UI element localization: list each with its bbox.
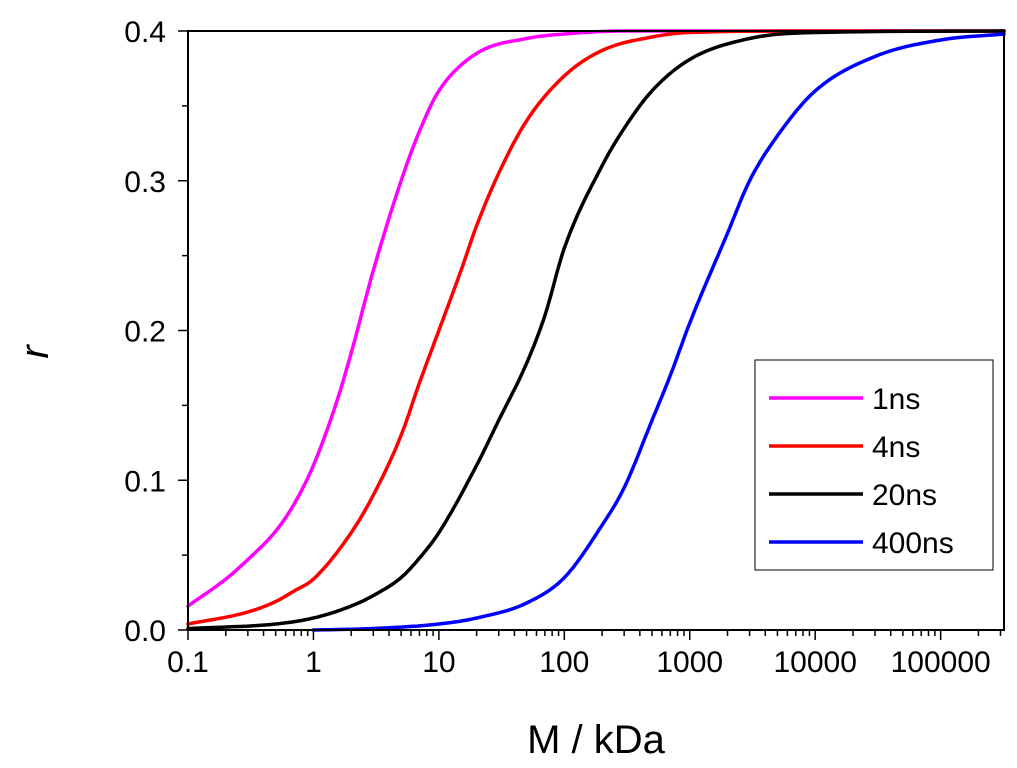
- x-tick-label: 1: [305, 646, 322, 679]
- y-axis-title: r: [13, 344, 57, 359]
- x-tick-label: 10: [422, 646, 455, 679]
- x-axis-title: M / kDa: [527, 718, 666, 762]
- legend-label-400ns: 400ns: [872, 527, 954, 560]
- y-tick-label: 0.4: [124, 16, 166, 49]
- x-tick-label: 100: [539, 646, 589, 679]
- series-line-4ns: [186, 29, 1006, 626]
- y-axis-tick-labels: 0.0 0.1 0.2 0.3 0.4: [124, 16, 166, 648]
- legend-label-1ns: 1ns: [872, 383, 920, 416]
- plot-frame: [187, 30, 1005, 631]
- legend-label-4ns: 4ns: [872, 431, 920, 464]
- x-tick-label: 1000: [656, 646, 723, 679]
- x-axis-tick-labels: 0.1 1 10 100 1000 10000 100000: [167, 646, 991, 679]
- y-axis-ticks: [178, 30, 188, 631]
- x-tick-label: 100000: [891, 646, 991, 679]
- legend-label-20ns: 20ns: [872, 479, 937, 512]
- y-tick-label: 0.1: [124, 465, 166, 498]
- y-tick-label: 0.3: [124, 166, 166, 199]
- legend: 1ns 4ns 20ns 400ns: [754, 359, 994, 571]
- legend-box: [754, 359, 994, 571]
- x-tick-label: 0.1: [167, 646, 209, 679]
- y-tick-label: 0.0: [124, 615, 166, 648]
- series-line-20ns: [186, 29, 1006, 631]
- y-tick-label: 0.2: [124, 316, 166, 349]
- series-line-400ns: [311, 32, 1006, 632]
- x-axis-ticks: [187, 630, 1002, 640]
- x-tick-label: 10000: [773, 646, 856, 679]
